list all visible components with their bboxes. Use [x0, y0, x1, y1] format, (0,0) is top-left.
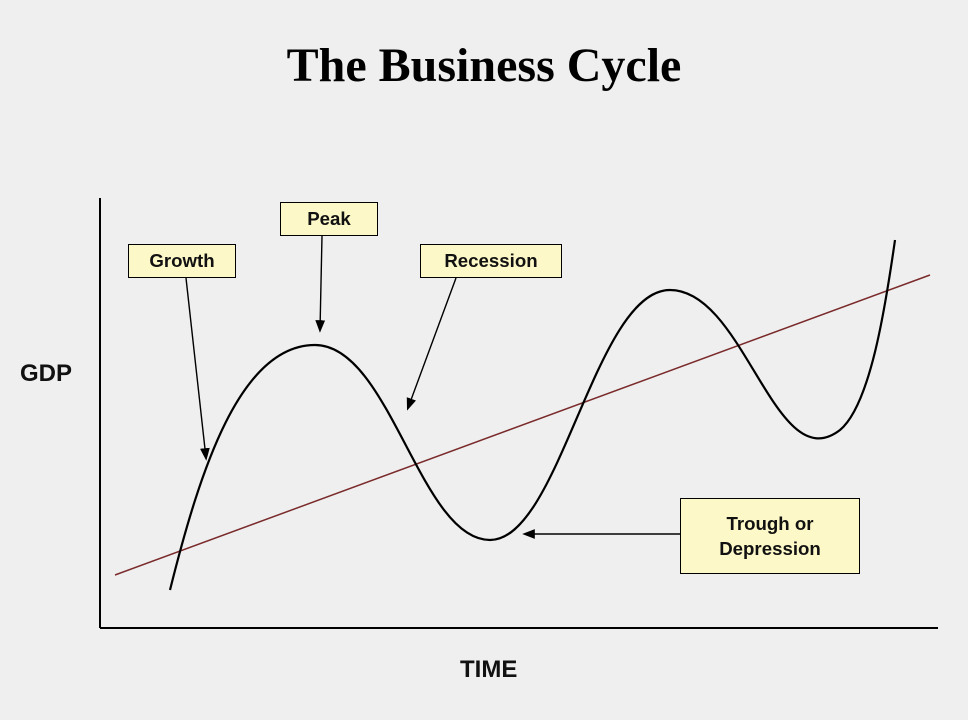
callout-growth: Growth	[128, 244, 236, 278]
plot-svg	[0, 0, 968, 720]
callout-recession: Recession	[420, 244, 562, 278]
callout-arrow-growth	[186, 278, 206, 458]
callout-arrow-peak	[320, 236, 322, 330]
callout-trough: Trough orDepression	[680, 498, 860, 574]
callout-arrow-recession	[408, 278, 456, 408]
callout-peak: Peak	[280, 202, 378, 236]
callout-arrows	[186, 236, 680, 534]
diagram-stage: The Business Cycle GDP TIME GrowthPeakRe…	[0, 0, 968, 720]
